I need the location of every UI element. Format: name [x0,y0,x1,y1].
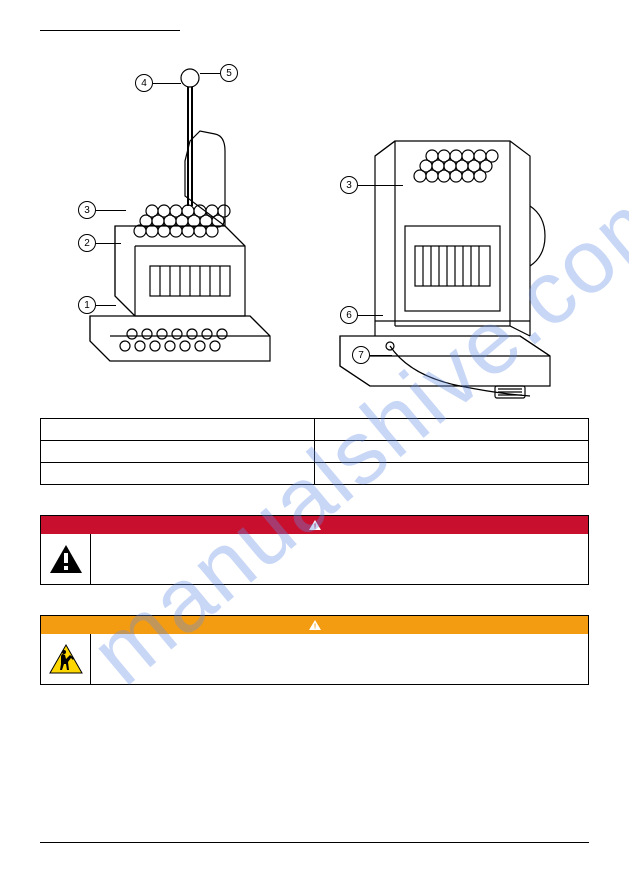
footer-rule [40,842,589,843]
callout-1-leader [96,305,116,306]
danger-text [91,534,588,584]
left-apparatus-diagram [70,56,290,386]
header-rule [40,30,180,31]
callout-3-label: 3 [84,205,90,216]
callout-7-leader [370,355,392,356]
table-row [41,441,589,463]
callout-6-leader [358,315,383,316]
warning-triangle-icon: ! [309,620,321,630]
callout-6-label: 6 [346,310,352,321]
callout-7-label: 7 [358,350,364,361]
callout-4-label: 4 [141,78,147,89]
table-cell [315,463,589,485]
table-cell [41,441,315,463]
callout-5: 5 [220,64,238,82]
callout-5-leader [200,73,220,74]
callout-6: 6 [340,306,358,324]
danger-header: ! [41,516,588,534]
callout-3b-leader [358,185,403,186]
lifting-hazard-icon [49,644,83,674]
caution-icon-cell [41,634,91,684]
table-cell [41,419,315,441]
svg-text:!: ! [313,624,315,631]
parts-table [40,418,589,485]
caution-body [41,634,588,684]
callout-4-leader [153,83,181,84]
callout-3b-label: 3 [346,180,352,191]
callout-4: 4 [135,74,153,92]
caution-box: ! [40,615,589,685]
danger-body [41,534,588,584]
danger-box: ! [40,515,589,585]
svg-text:!: ! [313,524,315,531]
callout-5-label: 5 [226,68,232,79]
caution-text [91,634,588,684]
table-row [41,463,589,485]
table-cell [315,441,589,463]
callout-2-leader [96,243,121,244]
danger-icon-cell [41,534,91,584]
table-row [41,419,589,441]
caution-header: ! [41,616,588,634]
table-cell [41,463,315,485]
callout-7: 7 [352,346,370,364]
warning-triangle-icon: ! [309,520,321,530]
table-cell [315,419,589,441]
diagram-container: 4 5 3 2 1 3 6 7 [40,46,589,406]
callout-1-label: 1 [84,300,90,311]
callout-3b: 3 [340,176,358,194]
callout-2: 2 [78,234,96,252]
callout-3: 3 [78,201,96,219]
exclamation-triangle-icon [49,544,83,574]
callout-2-label: 2 [84,238,90,249]
callout-3-leader [96,210,126,211]
callout-1: 1 [78,296,96,314]
